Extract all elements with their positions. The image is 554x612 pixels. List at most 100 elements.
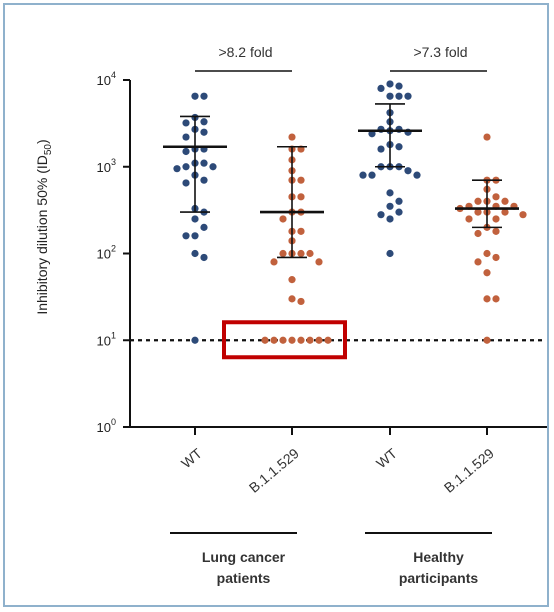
data-point [297,249,305,258]
data-point [315,336,323,344]
data-point [288,336,296,344]
data-point [297,176,305,184]
data-point [182,232,190,240]
data-point [200,159,208,167]
data-point [386,202,394,210]
data-point [483,295,491,303]
data-point [279,336,287,344]
data-point [492,295,500,303]
fold-annotation-label: >8.2 fold [218,44,272,60]
y-axis-label: Inhibitory dilution 50% (ID50) [34,139,54,314]
data-point [377,145,385,153]
x-tick-label: B.1.1.529 [441,445,497,496]
data-point [395,208,403,216]
data-point [474,208,482,216]
data-point [501,208,509,216]
data-point [359,171,367,179]
data-point [288,276,296,284]
data-point [386,189,394,197]
data-point [483,336,491,344]
data-point [483,133,491,141]
y-tick-label: 103 [97,157,116,175]
data-point [306,249,314,258]
data-point [377,211,385,219]
data-point [492,193,500,201]
figure-frame: Inhibitory dilution 50% (ID50) 100 101 102… [3,3,549,607]
data-point [306,336,314,344]
data-point [288,133,296,141]
data-point [279,249,287,258]
group-label: patients [217,570,271,586]
data-point [200,118,208,126]
data-point [492,215,500,223]
data-point [182,119,190,127]
data-point [200,223,208,231]
data-point [501,197,509,205]
data-point [200,92,208,100]
y-tick-label: 101 [97,330,116,348]
group-labels: Lung cancer patients Healthy participants [170,532,492,586]
data-point [279,215,287,223]
median-error-bars [163,103,519,259]
fold-annotations: >8.2 fold >7.3 fold [195,44,487,72]
data-point [200,176,208,184]
data-point [395,92,403,100]
data-point [386,249,394,258]
data-point [270,258,278,266]
group-label: Lung cancer [202,549,286,565]
data-points [173,80,527,344]
x-tick-label: WT [178,445,205,472]
data-point [413,171,421,179]
data-point [474,197,482,205]
highlight-box [222,320,347,360]
data-point [191,215,199,223]
data-point [182,163,190,171]
data-point [182,147,190,156]
x-axis: WT B.1.1.529 WT B.1.1.529 [130,426,547,496]
y-tick-label: 100 [97,417,116,435]
data-point [368,171,376,179]
data-point [191,249,199,258]
data-point [315,258,323,266]
data-point [474,229,482,238]
y-tick-label: 102 [97,244,116,262]
data-point [173,165,181,173]
data-point [297,336,305,344]
data-point [200,253,208,262]
data-point [519,211,527,219]
data-point [465,215,473,223]
dot-plot: Inhibitory dilution 50% (ID50) 100 101 102… [34,44,547,586]
data-point [395,82,403,90]
data-point [182,179,190,187]
data-point [191,232,199,240]
data-point [483,269,491,277]
data-point [474,258,482,266]
group-label: Healthy [413,549,464,565]
data-point [492,253,500,262]
x-tick-label: WT [373,445,400,472]
data-point [404,167,412,175]
data-point [386,215,394,223]
y-tick-label: 104 [97,70,116,88]
fold-annotation-label: >7.3 fold [413,44,467,60]
data-point [288,295,296,303]
data-point [404,92,412,100]
data-point [395,143,403,151]
data-point [492,227,500,235]
data-point [386,80,394,88]
y-axis: 100 101 102 103 104 [97,70,131,435]
data-point [297,297,305,306]
data-point [191,92,199,100]
x-tick-label: B.1.1.529 [246,445,302,496]
data-point [297,227,305,235]
data-point [209,163,217,171]
data-point [270,336,278,344]
data-point [297,193,305,201]
highlight-rectangle [222,320,347,360]
data-point [324,336,332,344]
data-point [261,336,269,344]
group-label: participants [399,570,479,586]
data-point [200,128,208,136]
data-point [395,197,403,205]
data-point [483,249,491,258]
